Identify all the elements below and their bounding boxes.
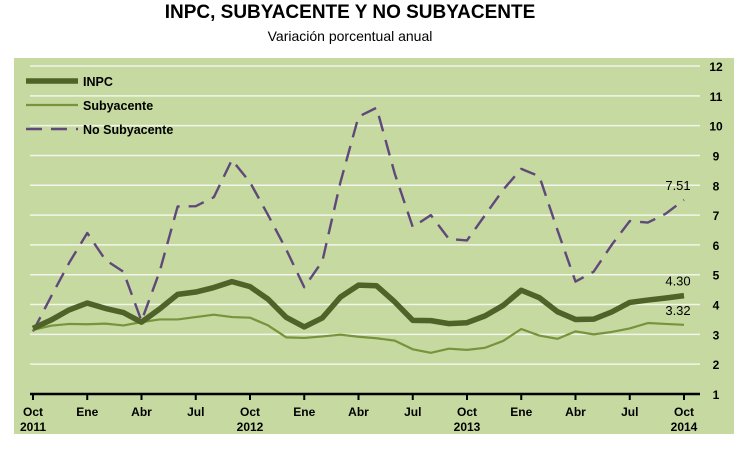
series-line-inpc xyxy=(31,278,685,331)
y-tick-label: 3 xyxy=(713,328,720,342)
y-tick-label: 9 xyxy=(713,149,720,163)
y-tick-label: 7 xyxy=(713,209,720,223)
legend-label: INPC xyxy=(83,75,113,89)
x-tick-label: Oct xyxy=(674,405,694,419)
y-tick-label: 4 xyxy=(713,299,720,313)
y-tick-label: 12 xyxy=(709,60,723,74)
series-line-no-subyacente xyxy=(31,106,685,332)
x-tick-label: Oct xyxy=(457,405,477,419)
x-tick-label: Oct xyxy=(240,405,260,419)
chart-title: INPC, SUBYACENTE Y NO SUBYACENTE xyxy=(164,2,536,23)
x-tick-label: Jul xyxy=(404,405,421,419)
x-tick-label: Abr xyxy=(131,405,152,419)
x-tick-year: 2013 xyxy=(454,420,481,434)
x-tick-label: Oct xyxy=(23,405,43,419)
x-tick-label: Abr xyxy=(348,405,369,419)
x-tick-label: Jul xyxy=(621,405,638,419)
x-tick-year: 2011 xyxy=(20,420,46,434)
data-label: 7.51 xyxy=(665,178,690,193)
legend-label: No Subyacente xyxy=(83,123,173,137)
y-tick-label: 8 xyxy=(713,179,720,193)
y-tick-label: 1 xyxy=(713,388,720,402)
y-tick-label: 11 xyxy=(710,90,723,104)
x-tick-year: 2014 xyxy=(671,420,698,434)
legend-label: Subyacente xyxy=(83,99,153,113)
x-tick-year: 2012 xyxy=(237,420,264,434)
y-tick-label: 6 xyxy=(713,239,720,253)
data-label: 4.30 xyxy=(665,274,690,289)
x-tick-label: Ene xyxy=(510,405,532,419)
plot-background xyxy=(14,58,734,434)
x-tick-label: Ene xyxy=(76,405,98,419)
y-tick-label: 10 xyxy=(709,120,723,134)
x-tick-label: Abr xyxy=(565,405,586,419)
x-tick-label: Ene xyxy=(293,405,315,419)
x-tick-label: Jul xyxy=(187,405,204,419)
data-label: 3.32 xyxy=(665,303,690,318)
y-tick-label: 2 xyxy=(713,358,720,372)
chart-subtitle: Variación porcentual anual xyxy=(267,28,433,44)
y-tick-label: 5 xyxy=(713,269,720,283)
